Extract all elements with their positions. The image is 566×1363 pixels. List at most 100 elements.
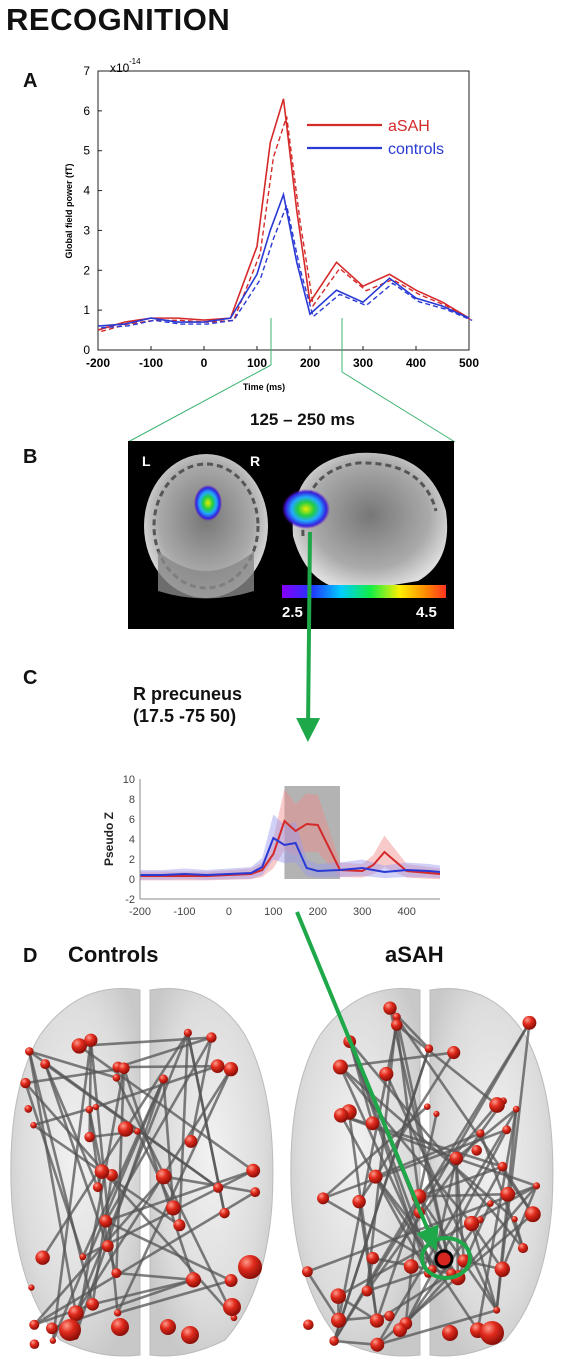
connectivity-edge [74, 1068, 233, 1314]
connectivity-node [512, 1105, 520, 1113]
connectivity-node [317, 1192, 330, 1205]
controls-brain [10, 987, 274, 1357]
connectivity-hub-node [181, 1326, 199, 1344]
gfp-xtick-label: 400 [406, 356, 426, 370]
connectivity-edge [79, 1036, 212, 1048]
connectivity-edge [339, 1066, 473, 1225]
connectivity-node [497, 1161, 508, 1172]
connectivity-node [392, 1012, 401, 1022]
panel-label-a: A [23, 70, 38, 92]
connectivity-node [332, 1059, 348, 1075]
gfp-ytick-label: 0 [83, 343, 90, 357]
colorbar [282, 585, 446, 598]
pseudoz-series-controls [140, 836, 441, 877]
connectivity-edge [470, 1223, 498, 1311]
colorbar-max: 4.5 [416, 604, 437, 621]
connectivity-node [533, 1182, 541, 1190]
connectivity-edge [117, 1279, 232, 1315]
connectivity-brains [10, 987, 554, 1357]
connectivity-node [30, 1121, 37, 1129]
legend-controls-label: controls [388, 141, 444, 158]
connectivity-edge [385, 1073, 498, 1311]
panel-label-c: C [23, 667, 38, 689]
connectivity-node [46, 1322, 58, 1335]
connectivity-node [524, 1206, 541, 1223]
connectivity-node [365, 1116, 380, 1131]
region-name: R precuneus [133, 684, 243, 704]
gfp-xtick-label: 0 [201, 356, 208, 370]
arrow-b-to-c [296, 531, 321, 742]
connectivity-node [487, 1200, 494, 1207]
connectivity-edge [376, 1308, 498, 1346]
connectivity-node [185, 1272, 202, 1288]
pseudoz-xtick-label: 0 [226, 906, 232, 918]
gfp-series-controls-dashed [101, 203, 473, 329]
connectivity-edge [418, 1192, 508, 1198]
connectivity-edge [348, 1040, 525, 1249]
connectivity-node [173, 1219, 186, 1232]
connectivity-edge [333, 1195, 421, 1342]
connectivity-edge [33, 1191, 256, 1326]
connectivity-edge [33, 1175, 165, 1326]
connectivity-edge [25, 1066, 125, 1085]
connectivity-edge [455, 1108, 518, 1160]
connectivity-node [112, 1073, 121, 1082]
connectivity-node [517, 1242, 529, 1254]
connectivity-node [471, 1145, 482, 1156]
brain-source-map: L R 2.5 4.5 [128, 441, 454, 629]
connectivity-hub-node [223, 1298, 241, 1316]
connectivity-node [333, 1108, 349, 1123]
connectivity-edge [454, 1158, 460, 1278]
connectivity-node [383, 1001, 397, 1015]
connectivity-node [84, 1033, 98, 1047]
connectivity-edge [88, 1040, 93, 1138]
panel-label-b: B [23, 446, 38, 468]
precuneus-highlight-ring [420, 1236, 472, 1280]
connectivity-node [84, 1131, 95, 1143]
connectivity-node [502, 1125, 512, 1135]
gfp-xtick-label: 500 [459, 356, 479, 370]
connectivity-node [155, 1168, 172, 1185]
connectivity-edge [334, 1339, 378, 1347]
right-marker: R [250, 453, 260, 469]
connectivity-edge [43, 1063, 118, 1274]
colorbar-min: 2.5 [282, 604, 303, 621]
gfp-exponent: x10 [110, 61, 130, 75]
sagittal-activation-blob [282, 489, 330, 529]
connectivity-node [118, 1062, 130, 1075]
gfp-xtick-label: 200 [300, 356, 320, 370]
pseudoz-ytick-label: 0 [129, 874, 135, 886]
connectivity-edge [404, 1272, 453, 1325]
gfp-xtick-label: -100 [139, 356, 163, 370]
gfp-series-asah [97, 98, 470, 331]
connectivity-node [303, 1319, 314, 1330]
connectivity-edge [78, 1044, 254, 1172]
connectivity-edge [115, 1077, 236, 1319]
pseudoz-band-controls [140, 814, 440, 880]
connectivity-hub-node [238, 1255, 262, 1279]
connectivity-edge [348, 1041, 374, 1124]
connectivity-edge [418, 1165, 503, 1198]
pseudoz-ytick-label: 6 [129, 814, 135, 826]
connectivity-edge [162, 1079, 175, 1209]
connectivity-node [183, 1028, 192, 1037]
gfp-ytick-label: 4 [83, 184, 90, 198]
gfp-series-controls [97, 191, 470, 327]
connectivity-edge [476, 1108, 518, 1331]
pseudoz-xtick-label: 200 [309, 906, 327, 918]
connectivity-node [68, 1305, 84, 1321]
connectivity-edge [365, 1016, 398, 1292]
pseudoz-xtick-label: 100 [264, 906, 282, 918]
connectivity-node [384, 1310, 395, 1322]
connectivity-node [213, 1182, 224, 1193]
pseudoz-ytick-label: 2 [129, 854, 135, 866]
connectivity-hub-node [480, 1321, 504, 1345]
pseudoz-band-asah [140, 789, 440, 881]
connectivity-node [219, 1207, 230, 1219]
connectivity-node [29, 1339, 40, 1350]
coronal-slice [144, 454, 268, 598]
gfp-ytick-label: 3 [83, 223, 90, 237]
connectivity-node [493, 1306, 501, 1314]
connectivity-node [390, 1019, 403, 1031]
connectivity-edge [44, 1063, 99, 1188]
